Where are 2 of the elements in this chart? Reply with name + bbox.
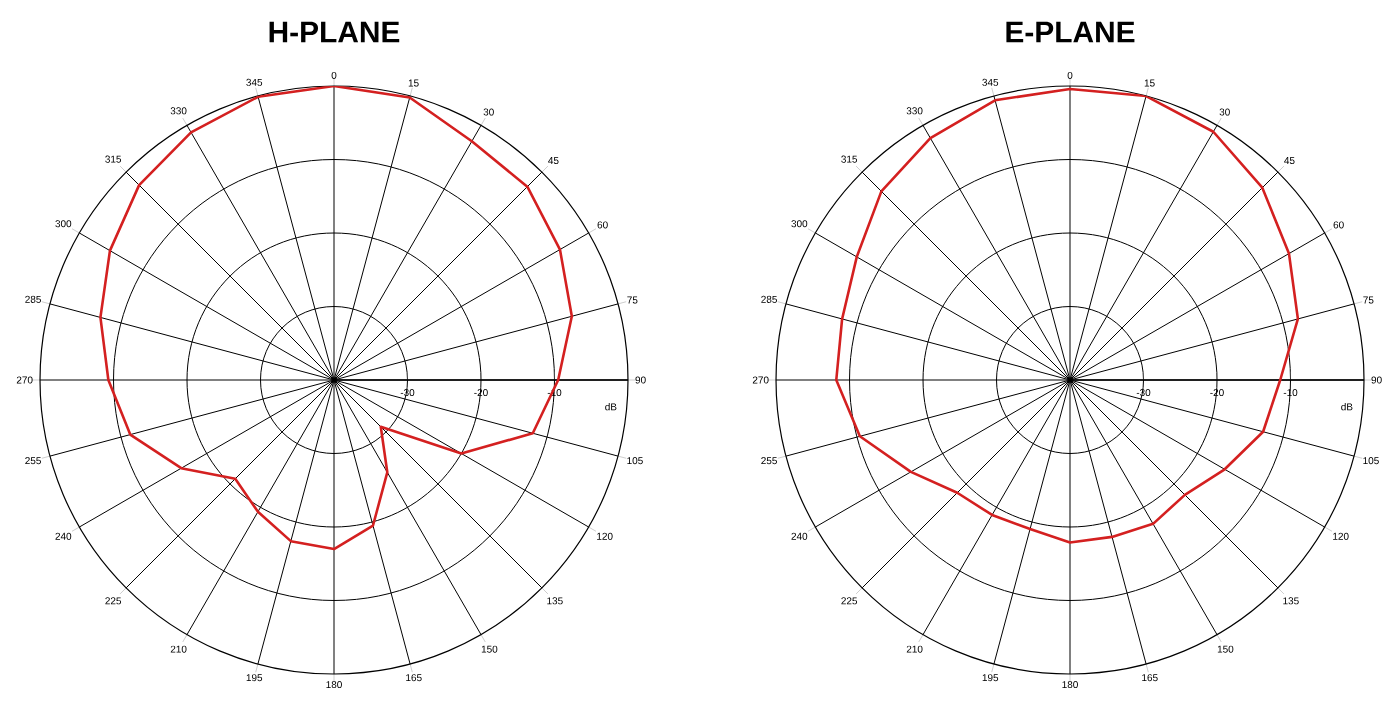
chart-title: H-PLANE [269,21,400,43]
chart-title: E-PLANE [1006,21,1135,43]
